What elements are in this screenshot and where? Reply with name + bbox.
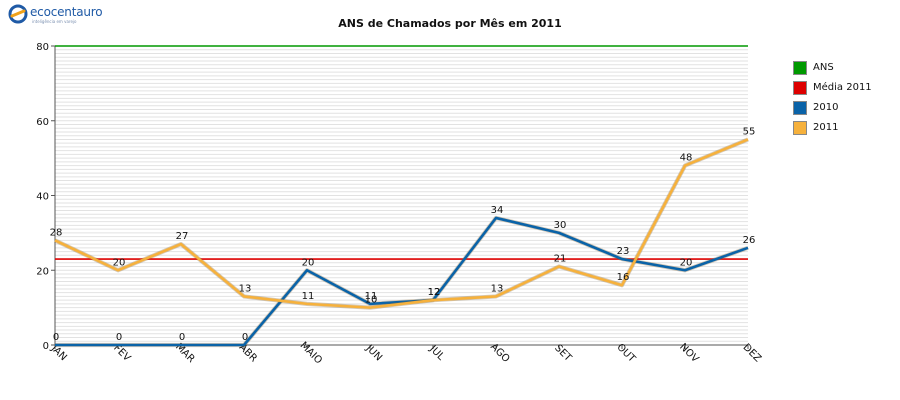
legend-label: 2011 [813, 122, 839, 133]
data-label: 0 [242, 332, 248, 343]
data-label: 30 [554, 220, 567, 231]
data-label: 12 [428, 287, 441, 298]
data-label: 20 [113, 257, 126, 268]
series-line-2011 [54, 138, 749, 309]
x-tick-label: SET [552, 343, 574, 365]
data-label: 21 [554, 254, 567, 265]
y-tick-label: 80 [36, 42, 49, 53]
legend-swatch [793, 101, 807, 115]
legend-label: Média 2011 [813, 82, 872, 93]
data-label: 48 [680, 153, 693, 164]
data-label: 13 [239, 283, 252, 294]
data-label: 16 [617, 272, 630, 283]
data-label: 23 [617, 246, 630, 257]
data-label: 20 [302, 257, 315, 268]
x-tick-label: DEZ [740, 342, 763, 365]
legend-swatch [793, 61, 807, 75]
data-label: 28 [50, 227, 63, 238]
data-label: 13 [491, 283, 504, 294]
company-logo: ecocentauro inteligência em varejo [8, 4, 118, 26]
data-label: 55 [743, 126, 756, 137]
data-label: 20 [680, 257, 693, 268]
x-tick-label: JUL [427, 343, 447, 363]
legend-swatch [793, 81, 807, 95]
data-label: 11 [302, 291, 315, 302]
y-tick-label: 40 [36, 192, 49, 203]
series-line-2010 [55, 216, 749, 347]
legend-label: 2010 [813, 102, 839, 113]
logo-text: ecocentauro [30, 5, 103, 19]
data-label: 11 [365, 291, 378, 302]
data-label: 12 [428, 287, 441, 298]
data-label: 0 [179, 332, 185, 343]
legend-label: ANS [813, 62, 834, 73]
data-label: 27 [176, 231, 189, 242]
x-tick-label: JUN [363, 342, 384, 363]
y-tick-label: 0 [43, 341, 49, 352]
data-label: 0 [116, 332, 122, 343]
data-label: 0 [53, 332, 59, 343]
data-label: 26 [743, 235, 756, 246]
legend-swatch [793, 121, 807, 135]
logo-tagline: inteligência em varejo [32, 19, 77, 24]
data-label: 10 [365, 295, 378, 306]
data-label: 34 [491, 205, 504, 216]
y-tick-label: 20 [36, 266, 49, 277]
y-tick-label: 60 [36, 117, 49, 128]
chart-title: ANS de Chamados por Mês em 2011 [338, 17, 562, 30]
